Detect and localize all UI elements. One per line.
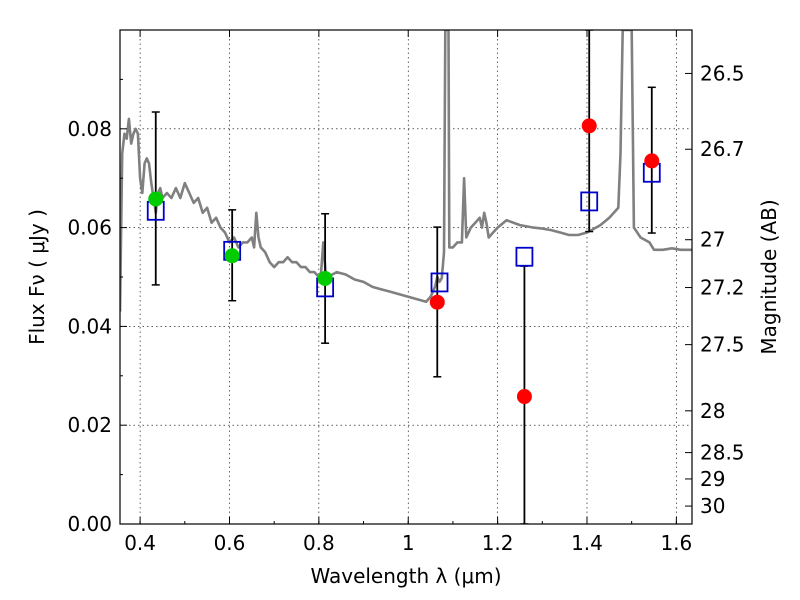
model-photometry-square	[515, 246, 534, 267]
y2-tick-label: 30	[700, 494, 725, 518]
x-tick-label: 0.8	[303, 531, 335, 555]
y2-tick-label: 27.5	[700, 333, 745, 357]
observed-point-red	[429, 294, 445, 310]
model-photometry-square	[580, 191, 599, 212]
y2-tick-label: 26.5	[700, 61, 745, 85]
x-tick-label: 1.2	[482, 531, 514, 555]
x-tick-label: 0.4	[124, 531, 156, 555]
y2-tick-label: 29	[700, 467, 725, 491]
y2-tick-label: 27.2	[700, 276, 745, 300]
plot-area	[120, 30, 692, 524]
y2-tick-label: 28	[700, 399, 725, 423]
observed-point-green	[317, 270, 333, 286]
y-tick-label: 0.02	[67, 413, 112, 437]
x-tick-label: 1	[402, 531, 415, 555]
y2-tick-label: 27	[700, 228, 725, 252]
x-tick-label: 0.6	[214, 531, 246, 555]
y-tick-label: 0.06	[67, 216, 112, 240]
observed-point-red	[581, 118, 597, 134]
y-axis-title: Flux Fν ( μJy )	[25, 209, 49, 345]
y2-tick-label: 28.5	[700, 441, 745, 465]
model-photometry-square	[430, 272, 449, 293]
x-tick-label: 1.4	[571, 531, 603, 555]
y-tick-label: 0.04	[67, 314, 112, 338]
observed-point-green	[224, 248, 240, 264]
y2-axis-title: Magnitude (AB)	[757, 199, 781, 354]
x-axis: 0.4 0.6 0.8 1 1.2 1.4 1.6	[124, 30, 692, 555]
y-tick-label: 0.08	[67, 117, 112, 141]
x-axis-title: Wavelength λ (μm)	[310, 564, 501, 588]
y2-tick-label: 26.7	[700, 137, 745, 161]
y-tick-label: 0.00	[67, 512, 112, 536]
observed-point-green	[148, 191, 164, 207]
y2-axis: 26.5 26.7 27 27.2 27.5 28 28.529 30	[685, 61, 745, 518]
observed-point-red	[516, 389, 532, 405]
x-tick-label: 1.6	[660, 531, 692, 555]
y-axis: 0.00 0.02 0.04 0.06 0.08	[67, 78, 127, 536]
observed-point-red	[644, 153, 660, 169]
